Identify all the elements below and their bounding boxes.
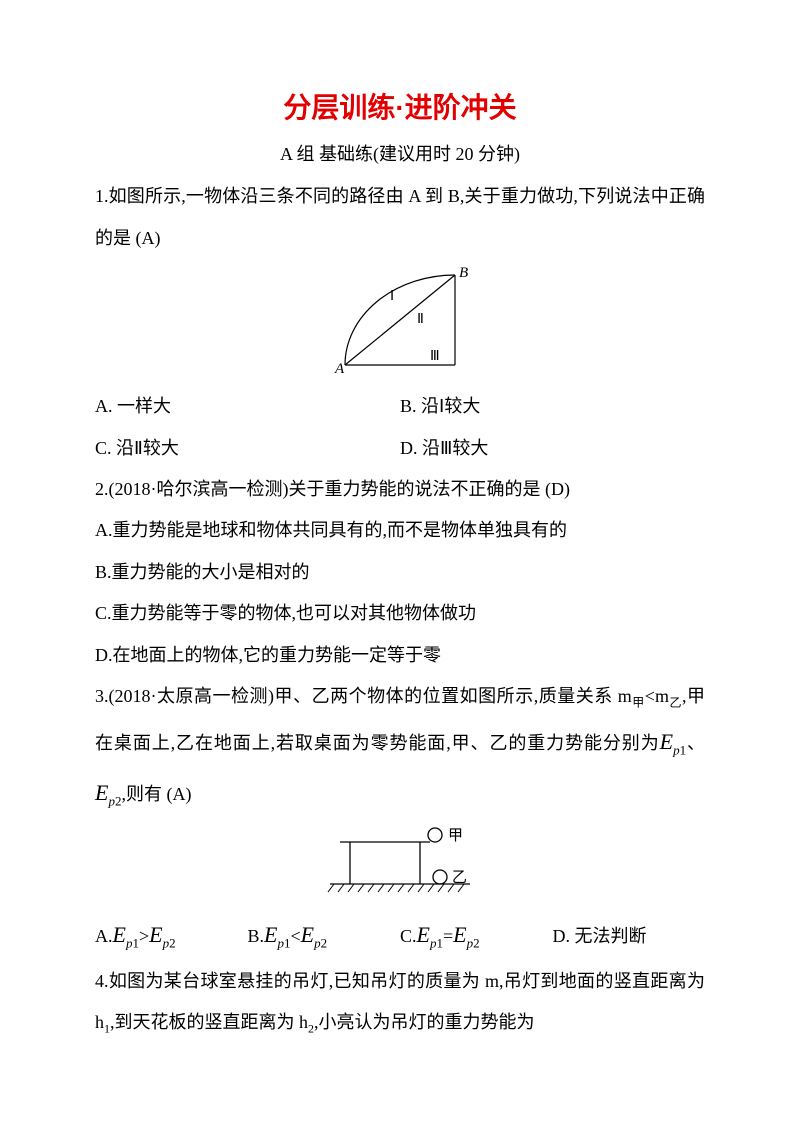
- q1-options-row1: A. 一样大 B. 沿Ⅰ较大: [95, 386, 705, 427]
- q3-stem-p4: 、: [686, 733, 705, 753]
- q4-stem: 4.如图为某台球室悬挂的吊灯,已知吊灯的质量为 m,吊灯到地面的竖直距离为 h1…: [95, 961, 705, 1044]
- q3-label-jia: 甲: [448, 828, 463, 844]
- q1-label-III: Ⅲ: [430, 349, 440, 364]
- q2-optB: B.重力势能的大小是相对的: [95, 552, 705, 593]
- q2-stem: 2.(2018·哈尔滨高一检测)关于重力势能的说法不正确的是 (D): [95, 469, 705, 510]
- q3-optB: B.Ep1<Ep2: [248, 910, 401, 961]
- q1-stem: 1.如图所示,一物体沿三条不同的路径由 A 到 B,关于重力做功,下列说法中正确…: [95, 176, 705, 259]
- q3-stem-p1: 3.(2018·太原高一检测)甲、乙两个物体的位置如图所示,质量关系 m: [95, 686, 632, 706]
- q3-optB-pre: B.: [248, 926, 265, 946]
- q3-Ep2: Ep2: [95, 780, 121, 805]
- q3-stem-p2: <m: [645, 686, 669, 706]
- q3-options-row: A.Ep1>Ep2 B.Ep1<Ep2 C.Ep1=Ep2 D. 无法判断: [95, 910, 705, 961]
- q3-optC: C.Ep1=Ep2: [400, 910, 553, 961]
- q2-optC: C.重力势能等于零的物体,也可以对其他物体做功: [95, 593, 705, 634]
- q4-p2: ,到天花板的竖直距离为 h: [110, 1012, 308, 1032]
- q1-label-A: A: [334, 361, 345, 377]
- q1-label-B: B: [459, 265, 468, 281]
- q2-optA: A.重力势能是地球和物体共同具有的,而不是物体单独具有的: [95, 510, 705, 551]
- q3-stem: 3.(2018·太原高一检测)甲、乙两个物体的位置如图所示,质量关系 m甲<m乙…: [95, 676, 705, 819]
- q3-optA-pre: A.: [95, 926, 113, 946]
- q3-stem-sub1: 甲: [632, 696, 645, 710]
- q1-optD: D. 沿Ⅲ较大: [400, 428, 705, 469]
- q1-label-II: Ⅱ: [417, 312, 424, 327]
- group-subtitle: A 组 基础练(建议用时 20 分钟): [95, 136, 705, 172]
- q1-label-I: Ⅰ: [390, 289, 394, 304]
- q1-optC: C. 沿Ⅱ较大: [95, 428, 400, 469]
- q1-figure: A B Ⅰ Ⅱ Ⅲ: [95, 265, 705, 380]
- q4-p3: ,小亮认为吊灯的重力势能为: [314, 1012, 535, 1032]
- q3-optA: A.Ep1>Ep2: [95, 910, 248, 961]
- page: 分层训练·进阶冲关 A 组 基础练(建议用时 20 分钟) 1.如图所示,一物体…: [0, 0, 800, 1084]
- q1-optA: A. 一样大: [95, 386, 400, 427]
- q3-label-yi: 乙: [452, 870, 467, 886]
- q3-stem-sub2: 乙: [669, 696, 682, 710]
- q3-optD: D. 无法判断: [553, 916, 706, 957]
- main-title: 分层训练·进阶冲关: [95, 90, 705, 126]
- q3-optB-op: <: [290, 926, 300, 946]
- q3-optC-pre: C.: [400, 926, 417, 946]
- q2-optD: D.在地面上的物体,它的重力势能一定等于零: [95, 635, 705, 676]
- q3-optA-op: >: [139, 926, 149, 946]
- q1-options-row2: C. 沿Ⅱ较大 D. 沿Ⅲ较大: [95, 428, 705, 469]
- q3-optC-op: =: [443, 926, 453, 946]
- q3-figure: 甲 乙: [95, 824, 705, 904]
- q3-Ep1: Ep1: [660, 729, 686, 754]
- q1-optB: B. 沿Ⅰ较大: [400, 386, 705, 427]
- q3-stem-p5: ,则有 (A): [121, 784, 191, 804]
